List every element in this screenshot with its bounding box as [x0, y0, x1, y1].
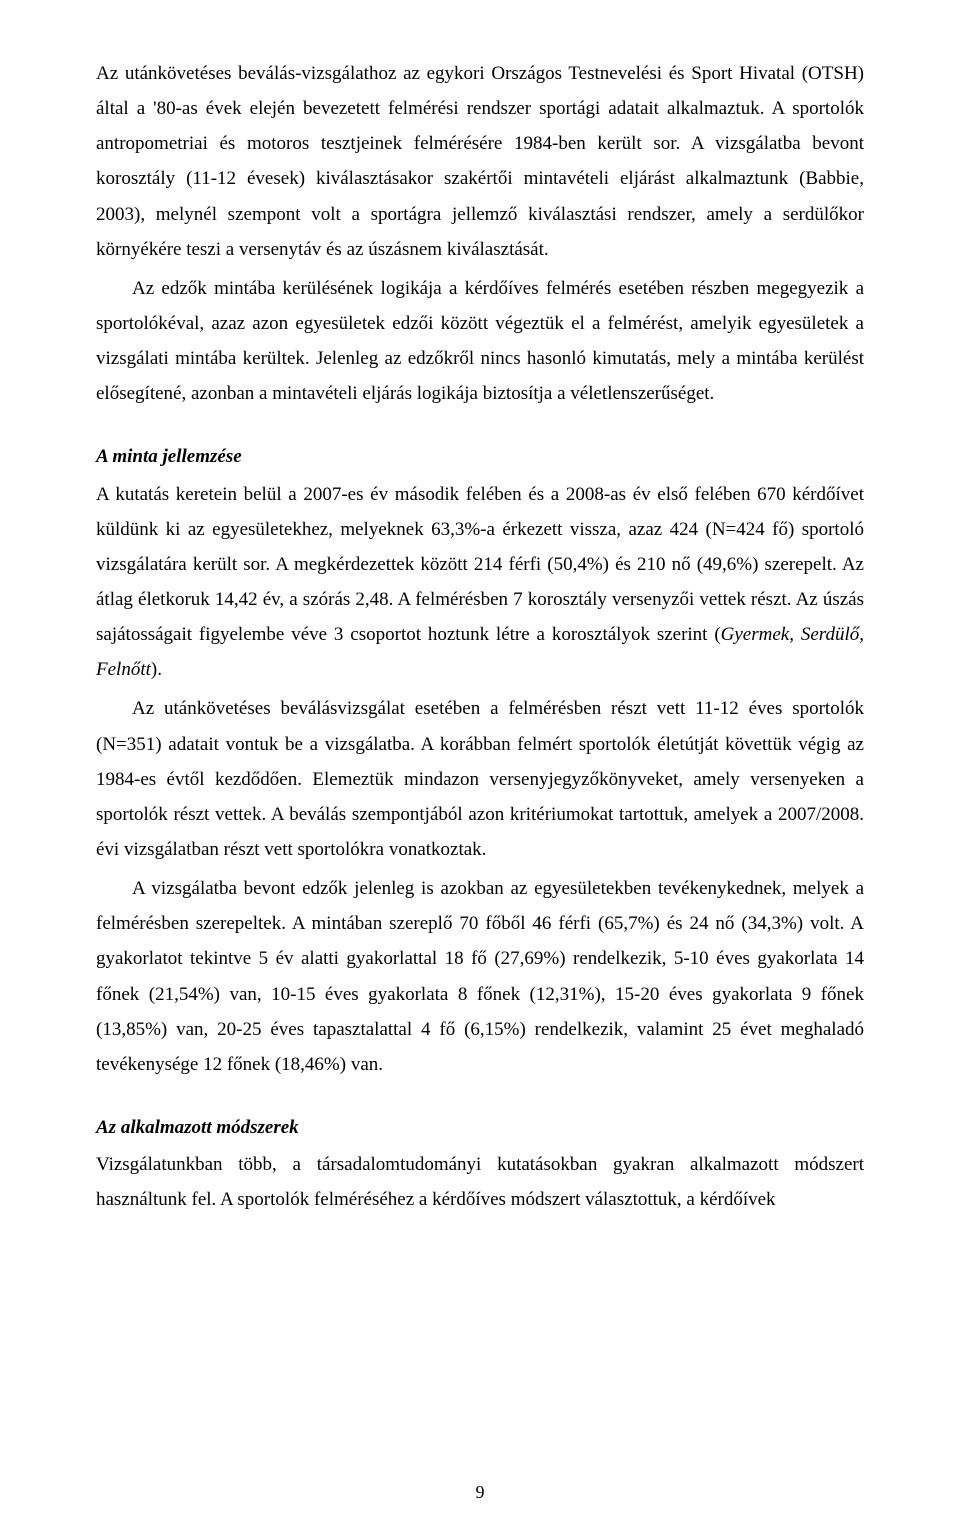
- paragraph-3-text-b: ).: [151, 659, 162, 680]
- subheading-sample-text: A minta jellemzése: [96, 446, 242, 467]
- paragraph-1: Az utánkövetéses beválás-vizsgálathoz az…: [96, 56, 864, 267]
- paragraph-3: A kutatás keretein belül a 2007-es év má…: [96, 477, 864, 688]
- paragraph-4: Az utánkövetéses beválásvizsgálat esetéb…: [96, 691, 864, 867]
- document-page: Az utánkövetéses beválás-vizsgálathoz az…: [0, 0, 960, 1537]
- section-gap-2: [96, 1086, 864, 1110]
- paragraph-2: Az edzők mintába kerülésének logikája a …: [96, 271, 864, 412]
- paragraph-3-text-a: A kutatás keretein belül a 2007-es év má…: [96, 484, 864, 646]
- section-gap-1: [96, 415, 864, 439]
- subheading-methods: Az alkalmazott módszerek: [96, 1110, 864, 1145]
- subheading-methods-text: Az alkalmazott módszerek: [96, 1117, 299, 1138]
- page-number: 9: [0, 1476, 960, 1509]
- paragraph-1-text: Az utánkövetéses beválás-vizsgálathoz az…: [96, 63, 864, 260]
- subheading-sample: A minta jellemzése: [96, 439, 864, 474]
- paragraph-6-text: Vizsgálatunkban több, a társadalomtudomá…: [96, 1154, 864, 1210]
- paragraph-6: Vizsgálatunkban több, a társadalomtudomá…: [96, 1147, 864, 1217]
- page-number-value: 9: [476, 1482, 485, 1502]
- paragraph-4-text: Az utánkövetéses beválásvizsgálat esetéb…: [96, 698, 864, 860]
- paragraph-5-text: A vizsgálatba bevont edzők jelenleg is a…: [96, 878, 864, 1075]
- paragraph-5: A vizsgálatba bevont edzők jelenleg is a…: [96, 871, 864, 1082]
- paragraph-2-text: Az edzők mintába kerülésének logikája a …: [96, 278, 864, 404]
